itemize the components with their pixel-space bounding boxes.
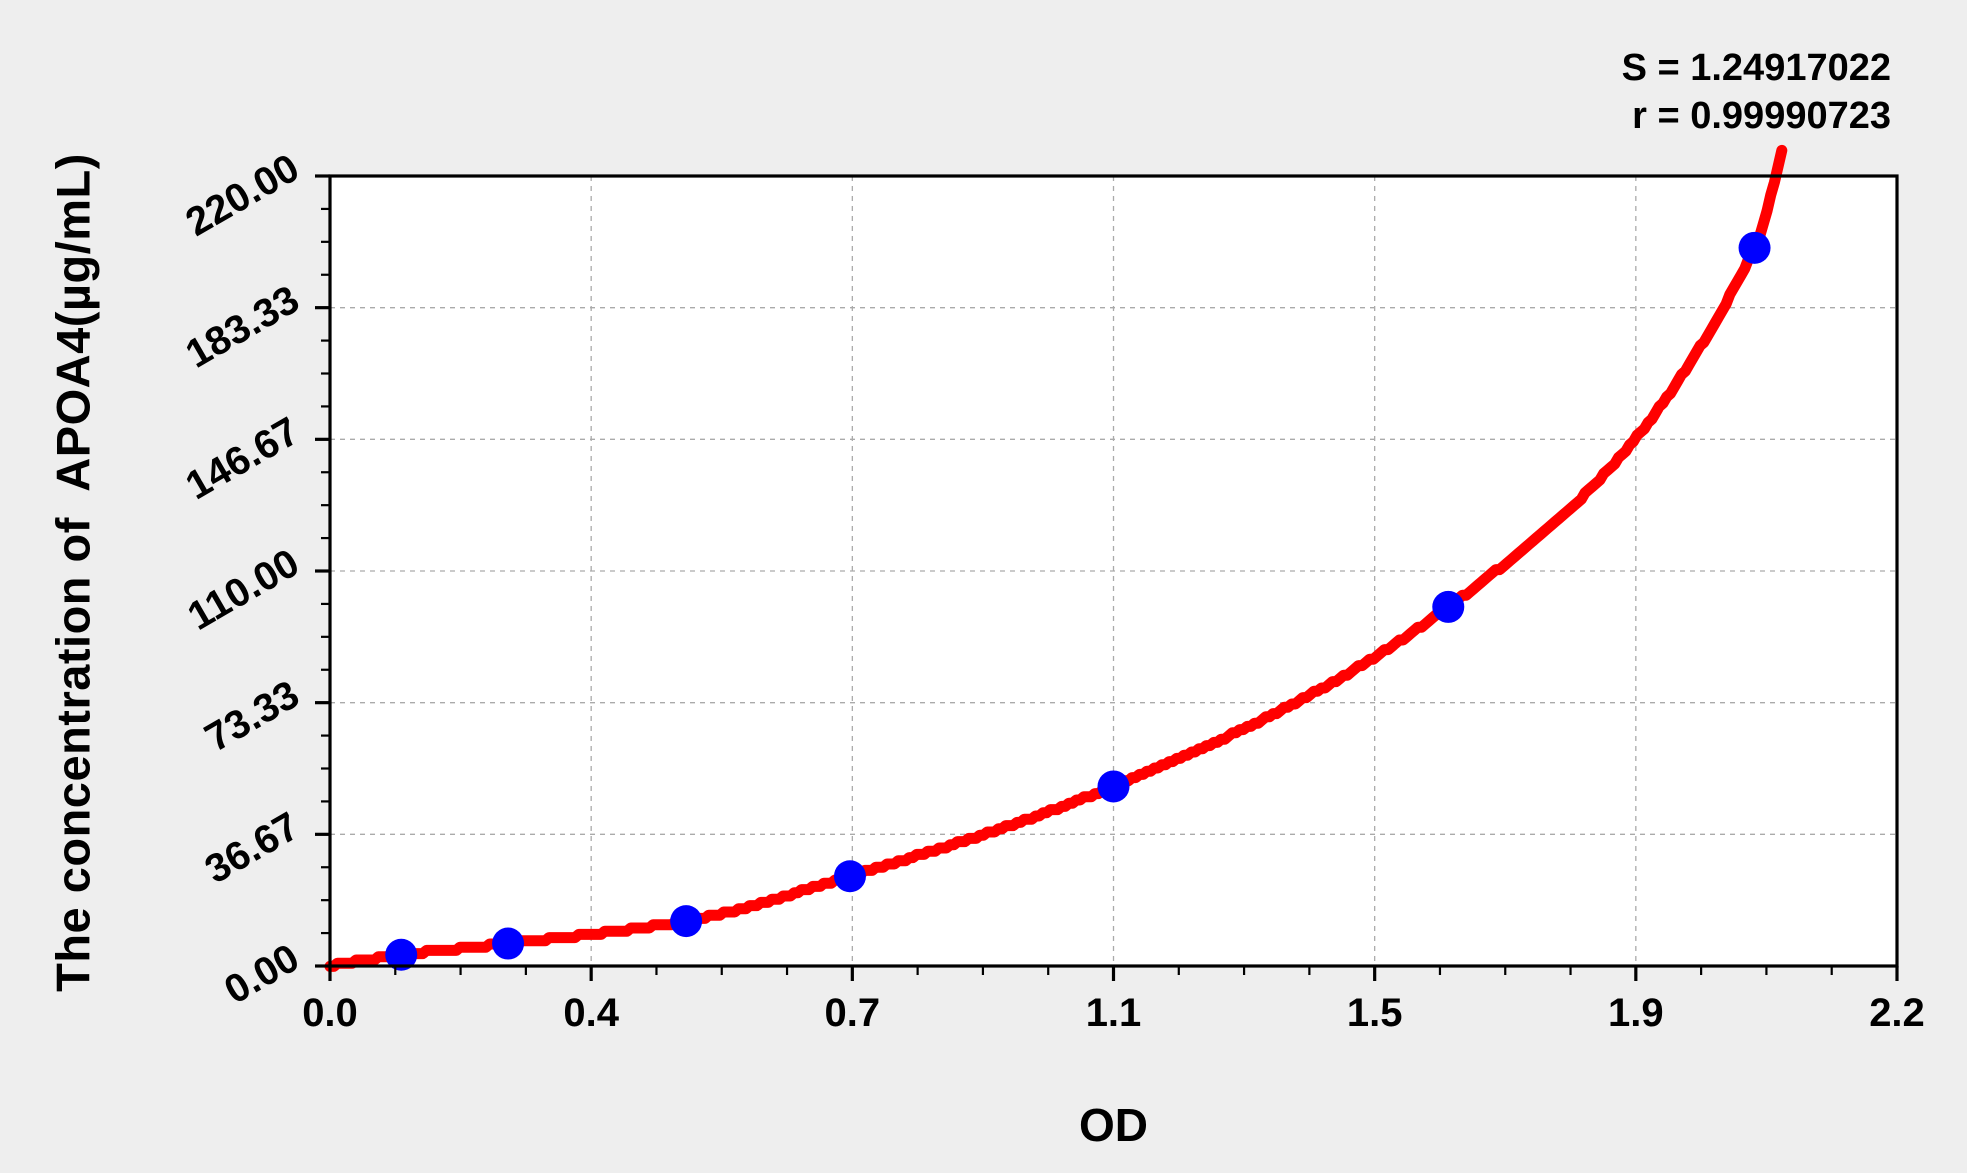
svg-text:0.7: 0.7 [825,991,881,1035]
svg-text:0.4: 0.4 [563,991,619,1035]
svg-text:1.9: 1.9 [1608,991,1664,1035]
svg-text:2.2: 2.2 [1869,991,1925,1035]
svg-text:0.0: 0.0 [302,991,358,1035]
svg-text:1.5: 1.5 [1347,991,1403,1035]
svg-text:1.1: 1.1 [1086,991,1142,1035]
